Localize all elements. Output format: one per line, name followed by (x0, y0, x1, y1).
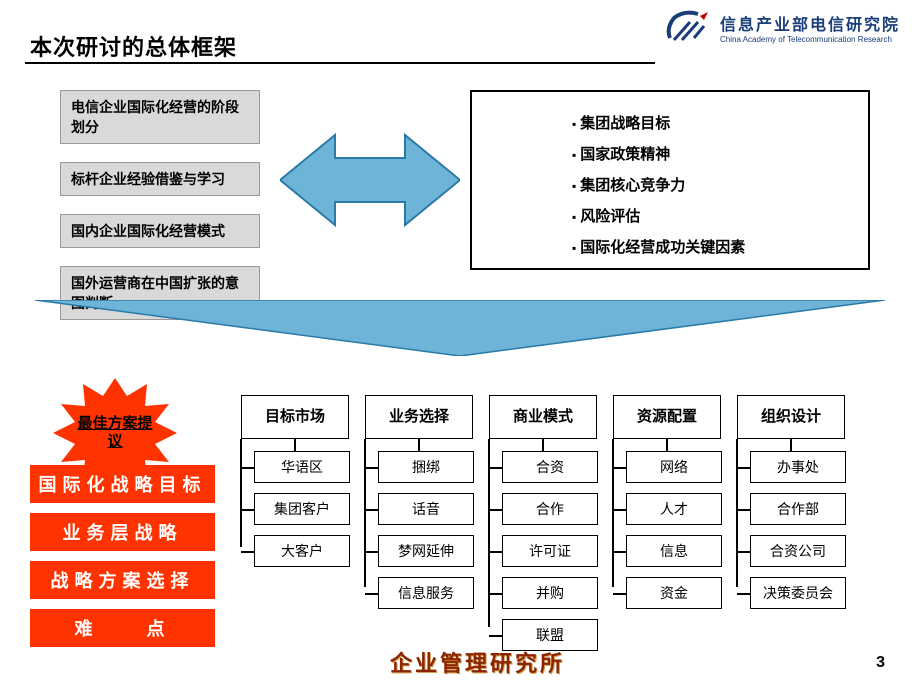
right-factors-box: 集团战略目标国家政策精神集团核心竞争力风险评估国际化经营成功关键因素 (470, 90, 870, 270)
column-head-3: 资源配置 (613, 395, 721, 439)
column-item-4-1: 合作部 (750, 493, 846, 525)
column-item-1-3: 信息服务 (378, 577, 474, 609)
red-box-0: 国际化战略目标 (30, 465, 215, 503)
column-0: 目标市场华语区集团客户大客户 (240, 395, 350, 651)
column-3: 资源配置网络人才信息资金 (612, 395, 722, 651)
header: 信息产业部电信研究院 China Academy of Telecommunic… (664, 8, 900, 46)
column-item-3-3: 资金 (626, 577, 722, 609)
page-title: 本次研讨的总体框架 (30, 30, 237, 62)
red-strategy-boxes: 国际化战略目标业务层战略战略方案选择难 点 (30, 465, 215, 647)
org-name-en: China Academy of Telecommunication Resea… (720, 35, 900, 44)
right-item-0: 集团战略目标 (572, 112, 868, 133)
wide-down-arrow (35, 300, 885, 361)
column-head-2: 商业模式 (489, 395, 597, 439)
red-box-3: 难 点 (30, 609, 215, 647)
bidirectional-arrow (280, 130, 460, 235)
column-head-4: 组织设计 (737, 395, 845, 439)
column-head-1: 业务选择 (365, 395, 473, 439)
right-item-4: 国际化经营成功关键因素 (572, 236, 868, 257)
column-item-2-0: 合资 (502, 451, 598, 483)
column-4: 组织设计办事处合作部合资公司决策委员会 (736, 395, 846, 651)
column-2: 商业模式合资合作许可证并购联盟 (488, 395, 598, 651)
red-box-2: 战略方案选择 (30, 561, 215, 599)
column-item-2-3: 并购 (502, 577, 598, 609)
column-item-4-0: 办事处 (750, 451, 846, 483)
column-item-3-2: 信息 (626, 535, 722, 567)
column-item-2-1: 合作 (502, 493, 598, 525)
right-item-2: 集团核心竞争力 (572, 174, 868, 195)
left-box-0: 电信企业国际化经营的阶段划分 (60, 90, 260, 144)
column-item-4-2: 合资公司 (750, 535, 846, 567)
logo-icon (664, 8, 712, 46)
footer-institute: 企业管理研究所 (390, 646, 565, 678)
column-1: 业务选择捆绑话音梦网延伸信息服务 (364, 395, 474, 651)
right-item-3: 风险评估 (572, 205, 868, 226)
right-list: 集团战略目标国家政策精神集团核心竞争力风险评估国际化经营成功关键因素 (572, 112, 868, 257)
left-input-boxes: 电信企业国际化经营的阶段划分标杆企业经验借鉴与学习国内企业国际化经营模式国外运营… (60, 90, 260, 320)
column-item-1-1: 话音 (378, 493, 474, 525)
column-head-0: 目标市场 (241, 395, 349, 439)
left-box-2: 国内企业国际化经营模式 (60, 214, 260, 248)
column-item-0-1: 集团客户 (254, 493, 350, 525)
column-item-3-1: 人才 (626, 493, 722, 525)
column-item-3-0: 网络 (626, 451, 722, 483)
column-item-1-0: 捆绑 (378, 451, 474, 483)
column-item-2-2: 许可证 (502, 535, 598, 567)
column-item-4-3: 决策委员会 (750, 577, 846, 609)
columns-container: 目标市场华语区集团客户大客户业务选择捆绑话音梦网延伸信息服务商业模式合资合作许可… (240, 395, 846, 651)
column-item-1-2: 梦网延伸 (378, 535, 474, 567)
org-name-cn: 信息产业部电信研究院 (720, 11, 900, 35)
red-box-1: 业务层战略 (30, 513, 215, 551)
left-box-1: 标杆企业经验借鉴与学习 (60, 162, 260, 196)
page-number: 3 (876, 654, 885, 672)
right-item-1: 国家政策精神 (572, 143, 868, 164)
column-item-0-0: 华语区 (254, 451, 350, 483)
title-underline (25, 62, 655, 64)
column-item-0-2: 大客户 (254, 535, 350, 567)
star-text: 最佳方案提议 (75, 415, 155, 451)
